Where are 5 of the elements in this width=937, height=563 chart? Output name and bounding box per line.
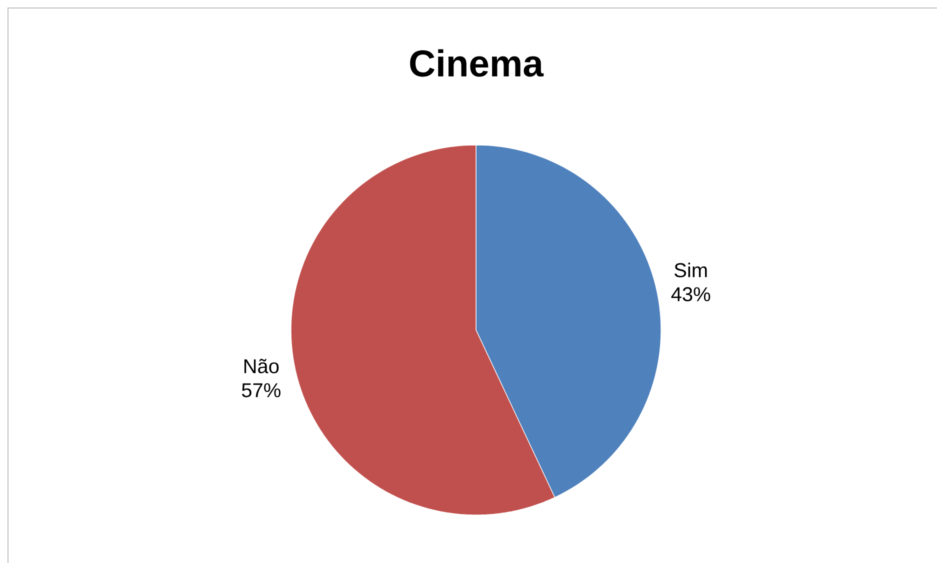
- slice-label: Sim: [674, 262, 707, 278]
- data-label: 57%: [242, 383, 280, 398]
- data-label: 43%: [671, 287, 710, 302]
- chart-title: Cinema: [410, 49, 544, 77]
- slice-label: Não: [244, 358, 279, 374]
